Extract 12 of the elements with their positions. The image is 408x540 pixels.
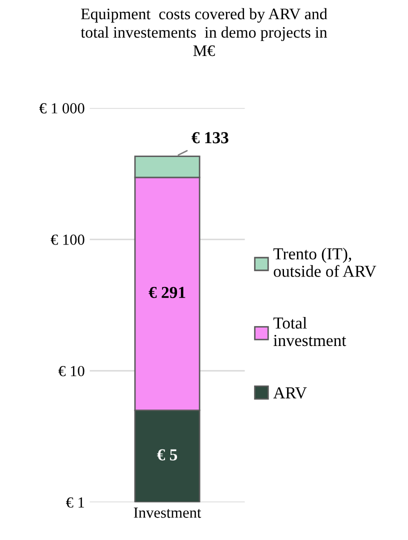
legend-label: Trento (IT), outside of ARV xyxy=(273,248,376,277)
y-tick-label: € 10 xyxy=(58,366,84,376)
x-tick-label: Investment xyxy=(134,508,202,518)
data-label: € 5 xyxy=(157,449,178,460)
y-tick-label: € 1 xyxy=(66,497,84,508)
y-tick-label: € 100 xyxy=(50,234,84,245)
legend-label: Total investment xyxy=(273,316,346,346)
data-label: € 133 xyxy=(192,132,228,144)
y-tick-label: € 1 000 xyxy=(39,103,84,114)
chart-title: Equipment costs covered by ARV and total investements in demo projects in M€ xyxy=(80,8,328,56)
data-label: € 291 xyxy=(148,286,186,298)
legend-label: ARV xyxy=(273,387,307,399)
